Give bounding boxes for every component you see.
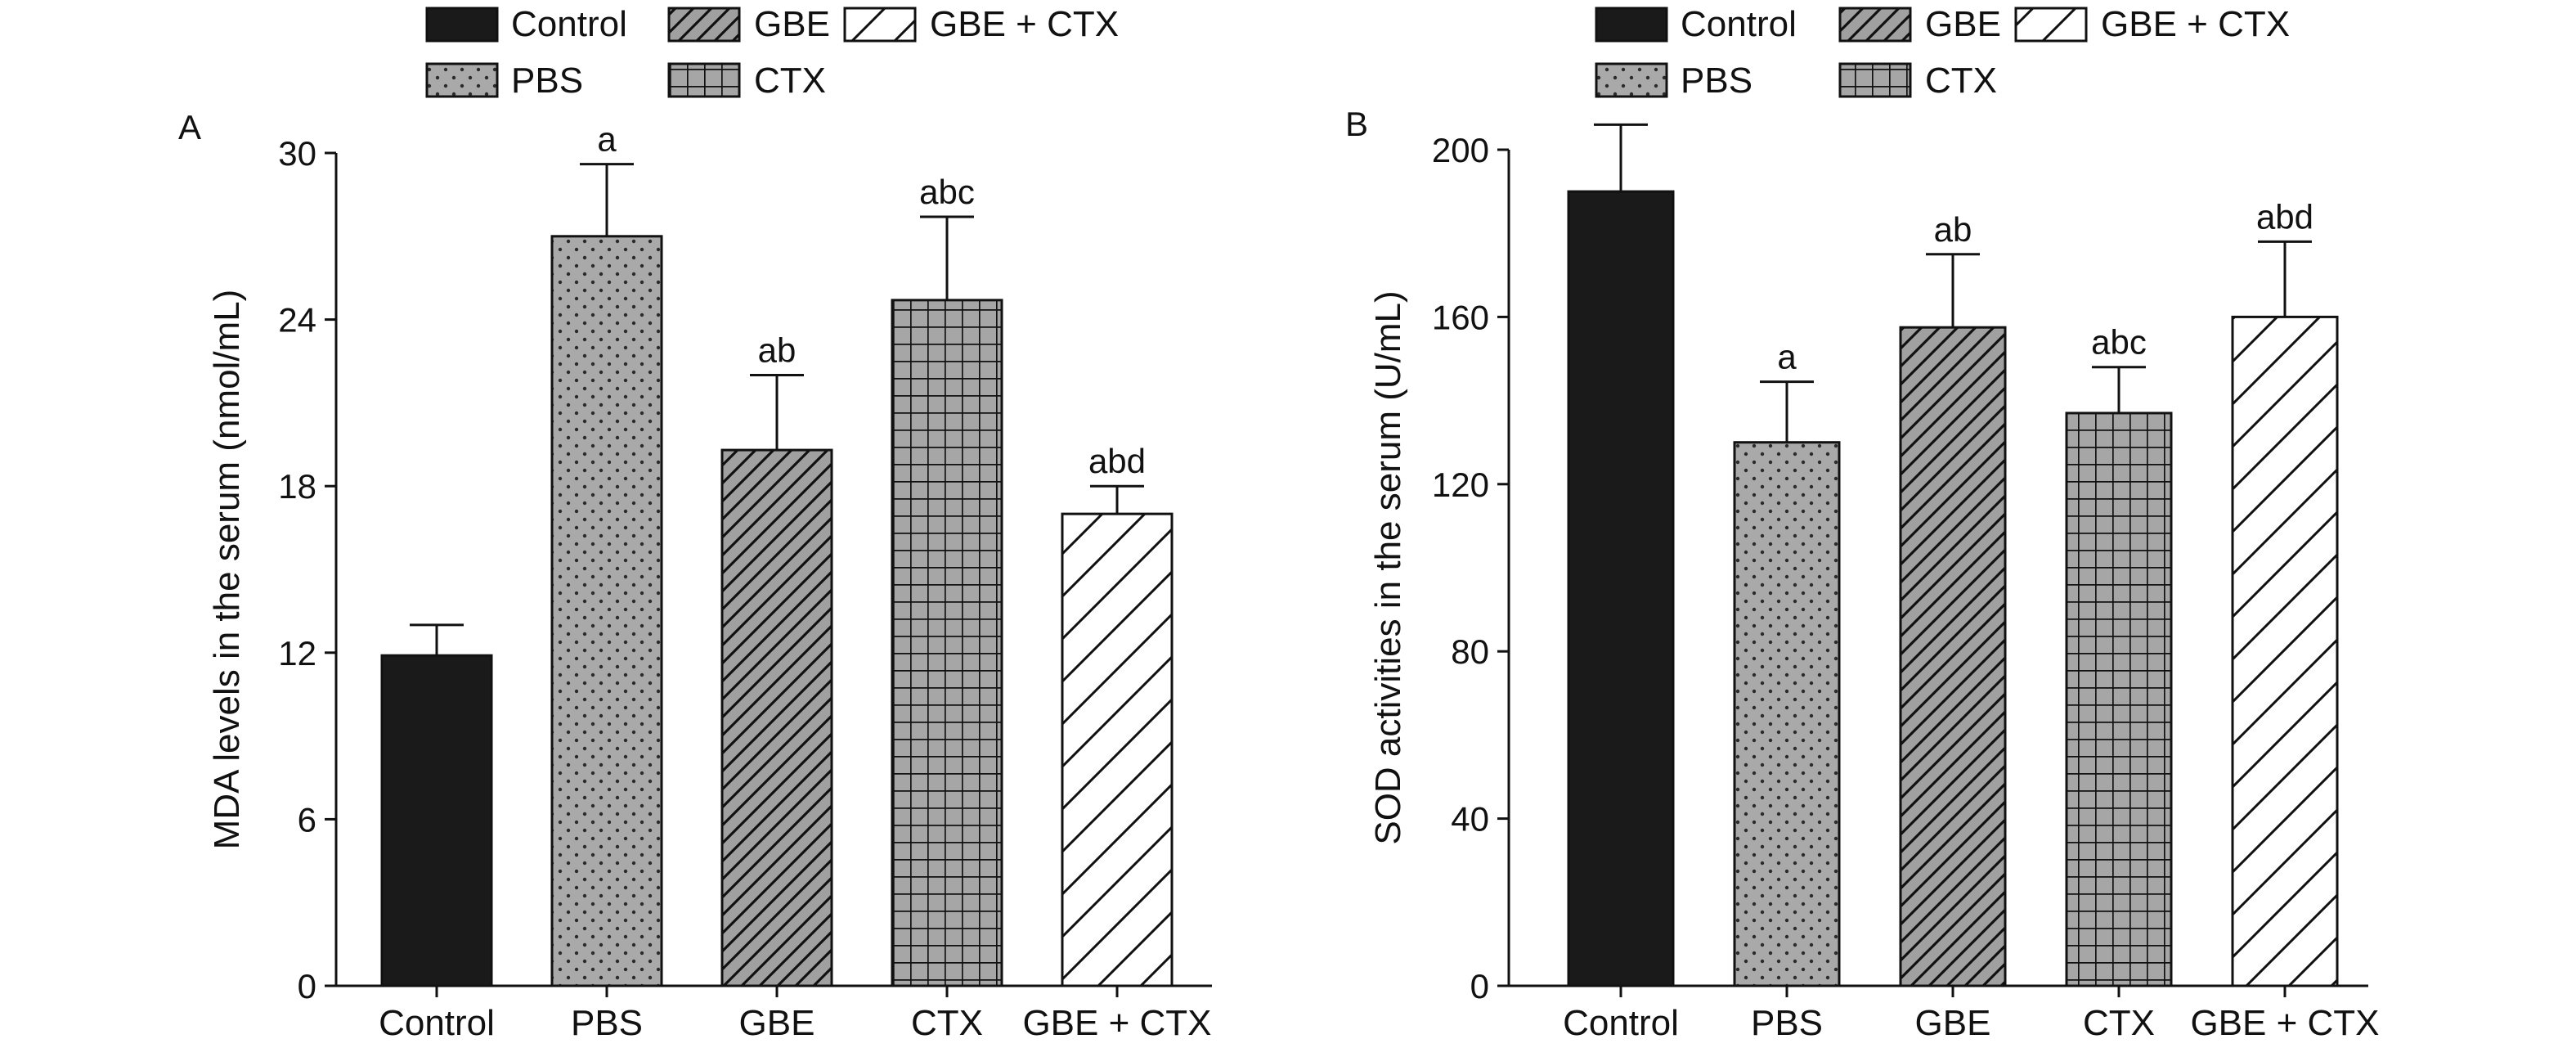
legend-swatch-gbe-ctx [843,7,917,43]
legend-swatch-ctx [1838,62,1912,98]
legend-label-ctx: CTX [754,61,826,101]
legend-item-gbe-ctx: GBE + CTX [2014,4,2290,44]
y-tick-label: 0 [298,967,316,1005]
panel-b: B SOD activities in the serum (U/mL) 0 40 80… [1345,105,2380,1043]
legend-item-ctx: CTX [1838,61,1997,101]
x-tick-label-gbe: GBE [1915,1003,1991,1043]
y-tick-label: 160 [1432,298,1489,336]
bar-ctx [891,299,1003,987]
legend-left: Control GBE GBE + CTX PBS CTX [425,4,1119,101]
significance-label-gbe-ctx: abd [1088,442,1146,480]
x-tick-label-gbe-ctx: GBE + CTX [2190,1003,2379,1043]
significance-label-gbe: ab [758,331,797,369]
y-tick-label: 200 [1432,131,1489,169]
legend-swatch-gbe [1838,7,1912,43]
significance-label-ctx: abc [2091,323,2147,362]
legend-label-pbs: PBS [511,61,583,101]
y-tick-label: 12 [278,634,316,672]
bar-gbe [1899,326,2007,987]
panel-label: B [1345,105,1368,143]
significance-label-pbs: a [597,120,617,159]
significance-label-gbe-ctx: abd [2256,197,2313,236]
bar-pbs [550,235,663,987]
panel-label: A [178,108,201,146]
legend-item-control: Control [1595,4,1797,44]
legend-swatch-gbe [667,7,741,43]
legend-item-pbs: PBS [1595,61,1752,101]
bar-ctx [2065,412,2173,987]
significance-label-gbe: ab [1934,210,1972,249]
x-tick-label-ctx: CTX [911,1003,983,1043]
legend-item-gbe: GBE [1838,4,2001,44]
x-tick-label-pbs: PBS [571,1003,643,1043]
legend-label-pbs: PBS [1681,61,1752,101]
legend-item-control: Control [425,4,627,44]
legend-item-pbs: PBS [425,61,583,101]
legend-swatch-gbe-ctx [2014,7,2088,43]
y-tick-label: 30 [278,134,316,173]
legend-swatch-ctx [667,62,741,98]
bar-control [1567,190,1675,987]
x-tick-label-gbe: GBE [739,1003,815,1043]
panel-a: A MDA levels in the serum (nmol/mL) 0 6 12 18… [178,108,1212,1043]
legend-label-gbe-ctx: GBE + CTX [2101,4,2290,44]
legend-label-gbe: GBE [754,4,830,44]
legend-item-gbe: GBE [667,4,830,44]
legend-item-gbe-ctx: GBE + CTX [843,4,1119,44]
significance-label-ctx: abc [919,173,975,211]
y-tick-label: 120 [1432,466,1489,504]
x-tick-label-gbe-ctx: GBE + CTX [1022,1003,1211,1043]
bar-gbe-ctx [1061,512,1174,987]
y-tick-label: 24 [278,301,316,340]
legend-swatch-pbs [425,62,499,98]
legend-right: Control GBE GBE + CTX PBS CTX [1595,4,2290,101]
legend-label-gbe-ctx: GBE + CTX [930,4,1119,44]
y-tick-label: 6 [298,800,316,839]
legend-swatch-control [425,7,499,43]
x-tick-label-ctx: CTX [2083,1003,2155,1043]
legend-label-ctx: CTX [1925,61,1997,101]
significance-label-pbs: a [1777,338,1797,376]
x-tick-label-pbs: PBS [1751,1003,1823,1043]
y-tick-label: 0 [1470,967,1489,1005]
legend-label-control: Control [1681,4,1797,44]
legend-swatch-control [1595,7,1668,43]
bar-pbs [1733,441,1841,987]
legend-label-gbe: GBE [1925,4,2001,44]
legend-swatch-pbs [1595,62,1668,98]
x-tick-label-control: Control [1563,1003,1679,1043]
x-tick-label-control: Control [379,1003,495,1043]
y-axis-label: SOD activities in the serum (U/mL) [1368,290,1408,844]
y-tick-label: 80 [1451,632,1489,671]
bar-gbe-ctx [2231,315,2339,987]
y-tick-label: 40 [1451,800,1489,839]
y-tick-label: 18 [278,467,316,506]
legend-label-control: Control [511,4,627,44]
legend-item-ctx: CTX [667,61,826,101]
bar-control [380,654,493,987]
bar-gbe [720,448,833,987]
y-axis-label: MDA levels in the serum (nmol/mL) [207,290,247,850]
